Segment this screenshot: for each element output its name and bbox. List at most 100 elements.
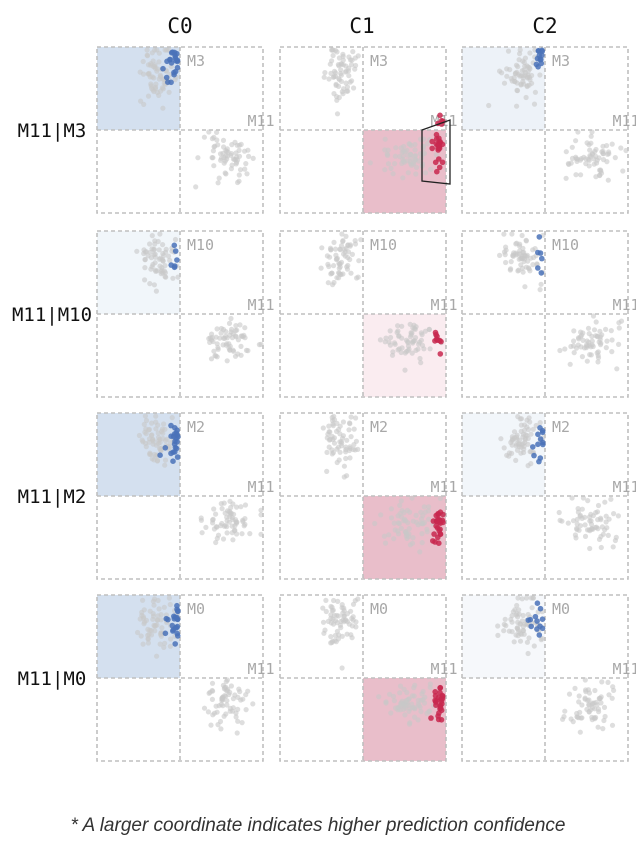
data-point (155, 597, 161, 604)
data-point (537, 436, 544, 442)
model-label-bottom: M11 (612, 112, 636, 130)
data-point (421, 504, 427, 510)
data-point (600, 726, 606, 732)
data-point (334, 275, 340, 281)
data-point (174, 257, 180, 263)
data-point (580, 337, 586, 343)
data-point (152, 241, 158, 247)
data-point (586, 702, 592, 708)
data-point (608, 328, 614, 334)
data-point (515, 595, 521, 601)
data-point (138, 633, 144, 639)
data-point (525, 441, 531, 447)
data-point (523, 432, 529, 438)
data-point (328, 615, 334, 622)
data-point (526, 635, 532, 641)
data-point (342, 253, 348, 259)
data-point (352, 238, 358, 244)
data-point (436, 156, 442, 162)
scatter-panel: M10 M11 (96, 230, 275, 398)
data-point (538, 281, 544, 287)
data-point (416, 341, 422, 347)
model-label-bottom: M11 (612, 478, 636, 496)
data-point (172, 641, 178, 647)
data-point (529, 605, 535, 611)
data-point (175, 608, 181, 615)
data-point (525, 611, 531, 618)
data-point (376, 694, 382, 700)
data-point (325, 431, 331, 437)
data-point (575, 129, 581, 135)
data-point (521, 59, 527, 65)
data-point (562, 708, 568, 714)
data-point (173, 58, 179, 64)
data-point (152, 62, 158, 68)
data-point (174, 614, 180, 621)
data-point (530, 426, 536, 432)
data-point (351, 85, 357, 91)
data-point (339, 665, 345, 671)
data-point (593, 509, 599, 516)
data-point (330, 282, 336, 288)
model-label-bottom: M11 (247, 478, 274, 496)
data-point (153, 81, 159, 87)
data-point (612, 155, 618, 161)
data-point (397, 690, 403, 696)
data-point (152, 628, 158, 634)
data-point (504, 73, 510, 79)
data-point (495, 623, 501, 629)
data-point (331, 263, 337, 269)
data-point (514, 602, 520, 609)
data-point (335, 636, 341, 642)
data-point (162, 47, 168, 53)
data-point (498, 436, 504, 442)
data-point (576, 699, 582, 705)
data-point (419, 531, 425, 537)
data-point (210, 148, 216, 154)
data-point (240, 519, 246, 525)
data-point (227, 343, 233, 349)
data-point (349, 251, 355, 257)
scatter-panel: M2 M11 (461, 412, 636, 580)
data-point (166, 89, 172, 95)
data-point (534, 618, 540, 624)
data-point (437, 351, 444, 357)
data-point (229, 162, 235, 168)
scatter-grid-figure: C0 C1 C2 M11|M3 M11|M10 M11|M2 M11|M0 M3 M11 M3… (12, 14, 636, 762)
model-label-bottom: M11 (430, 660, 457, 678)
data-point (407, 141, 413, 147)
data-point (440, 511, 446, 518)
data-point (521, 249, 527, 255)
data-point (530, 247, 536, 253)
data-point (233, 520, 239, 526)
data-point (386, 532, 392, 538)
data-point (156, 247, 162, 253)
data-point (571, 350, 577, 356)
data-point (426, 504, 432, 510)
data-point (324, 449, 330, 455)
data-point (437, 526, 443, 533)
data-point (237, 167, 244, 173)
data-point (157, 231, 163, 237)
data-point (514, 87, 520, 93)
data-point (412, 714, 418, 720)
data-point (502, 252, 508, 258)
data-point (331, 68, 338, 74)
data-point (150, 613, 157, 619)
data-point (353, 619, 359, 625)
data-point (162, 462, 168, 468)
data-point (247, 531, 253, 537)
data-point (162, 445, 169, 451)
data-point (218, 157, 224, 163)
data-point (201, 134, 207, 140)
data-point (208, 722, 214, 728)
data-point (221, 160, 227, 166)
data-point (608, 496, 614, 502)
data-point (344, 611, 350, 617)
data-point (590, 313, 597, 319)
data-point (595, 724, 601, 730)
data-point (322, 627, 328, 633)
data-point (343, 617, 349, 623)
data-point (337, 439, 343, 445)
data-point (535, 249, 541, 256)
